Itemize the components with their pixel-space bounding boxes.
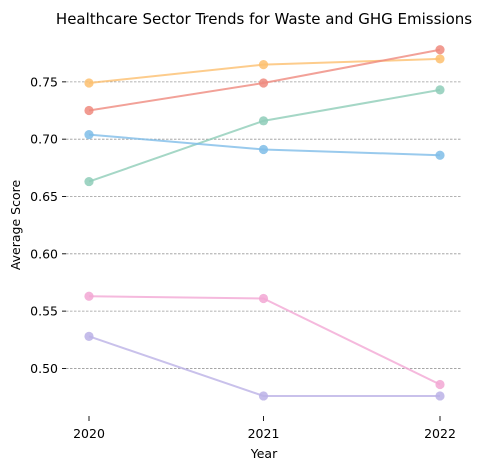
y-axis-label: Average Score	[8, 180, 23, 271]
data-point	[435, 391, 445, 401]
series-group	[84, 45, 445, 401]
series-2	[84, 45, 445, 116]
y-tick-label: 0.70	[30, 132, 58, 147]
data-point	[258, 78, 269, 88]
x-axis-ticks: 2020 2021 2022	[73, 416, 456, 441]
data-point	[84, 176, 94, 187]
y-axis-ticks: 0.50 0.55 0.60 0.65 0.70 0.75	[30, 74, 66, 376]
y-tick-label: 0.75	[30, 74, 58, 89]
data-point	[258, 293, 269, 304]
data-point	[84, 331, 94, 341]
data-point	[435, 150, 445, 160]
data-point	[84, 129, 94, 140]
x-tick-label: 2022	[424, 426, 456, 441]
x-tick-label: 2020	[73, 426, 105, 441]
x-axis-label: Year	[250, 446, 278, 461]
series-3	[84, 85, 445, 187]
data-point	[84, 78, 94, 88]
series-4	[84, 129, 445, 160]
data-point	[84, 291, 94, 301]
x-tick-label: 2021	[248, 426, 280, 441]
y-tick-label: 0.50	[30, 361, 58, 376]
data-point	[258, 60, 269, 70]
series-line	[88, 295, 441, 386]
y-tick-label: 0.65	[30, 189, 58, 204]
chart-title: Healthcare Sector Trends for Waste and G…	[56, 10, 472, 28]
data-point	[258, 116, 269, 126]
series-6	[84, 331, 445, 401]
y-tick-label: 0.60	[30, 246, 58, 261]
data-point	[435, 85, 445, 95]
data-point	[258, 391, 269, 401]
data-point	[258, 144, 269, 155]
y-tick-label: 0.55	[30, 304, 58, 319]
series-line	[88, 335, 440, 397]
data-point	[84, 105, 94, 116]
data-point	[435, 54, 445, 64]
data-point	[435, 379, 445, 390]
series-line	[88, 88, 441, 183]
series-5	[84, 291, 445, 390]
data-point	[435, 45, 445, 55]
